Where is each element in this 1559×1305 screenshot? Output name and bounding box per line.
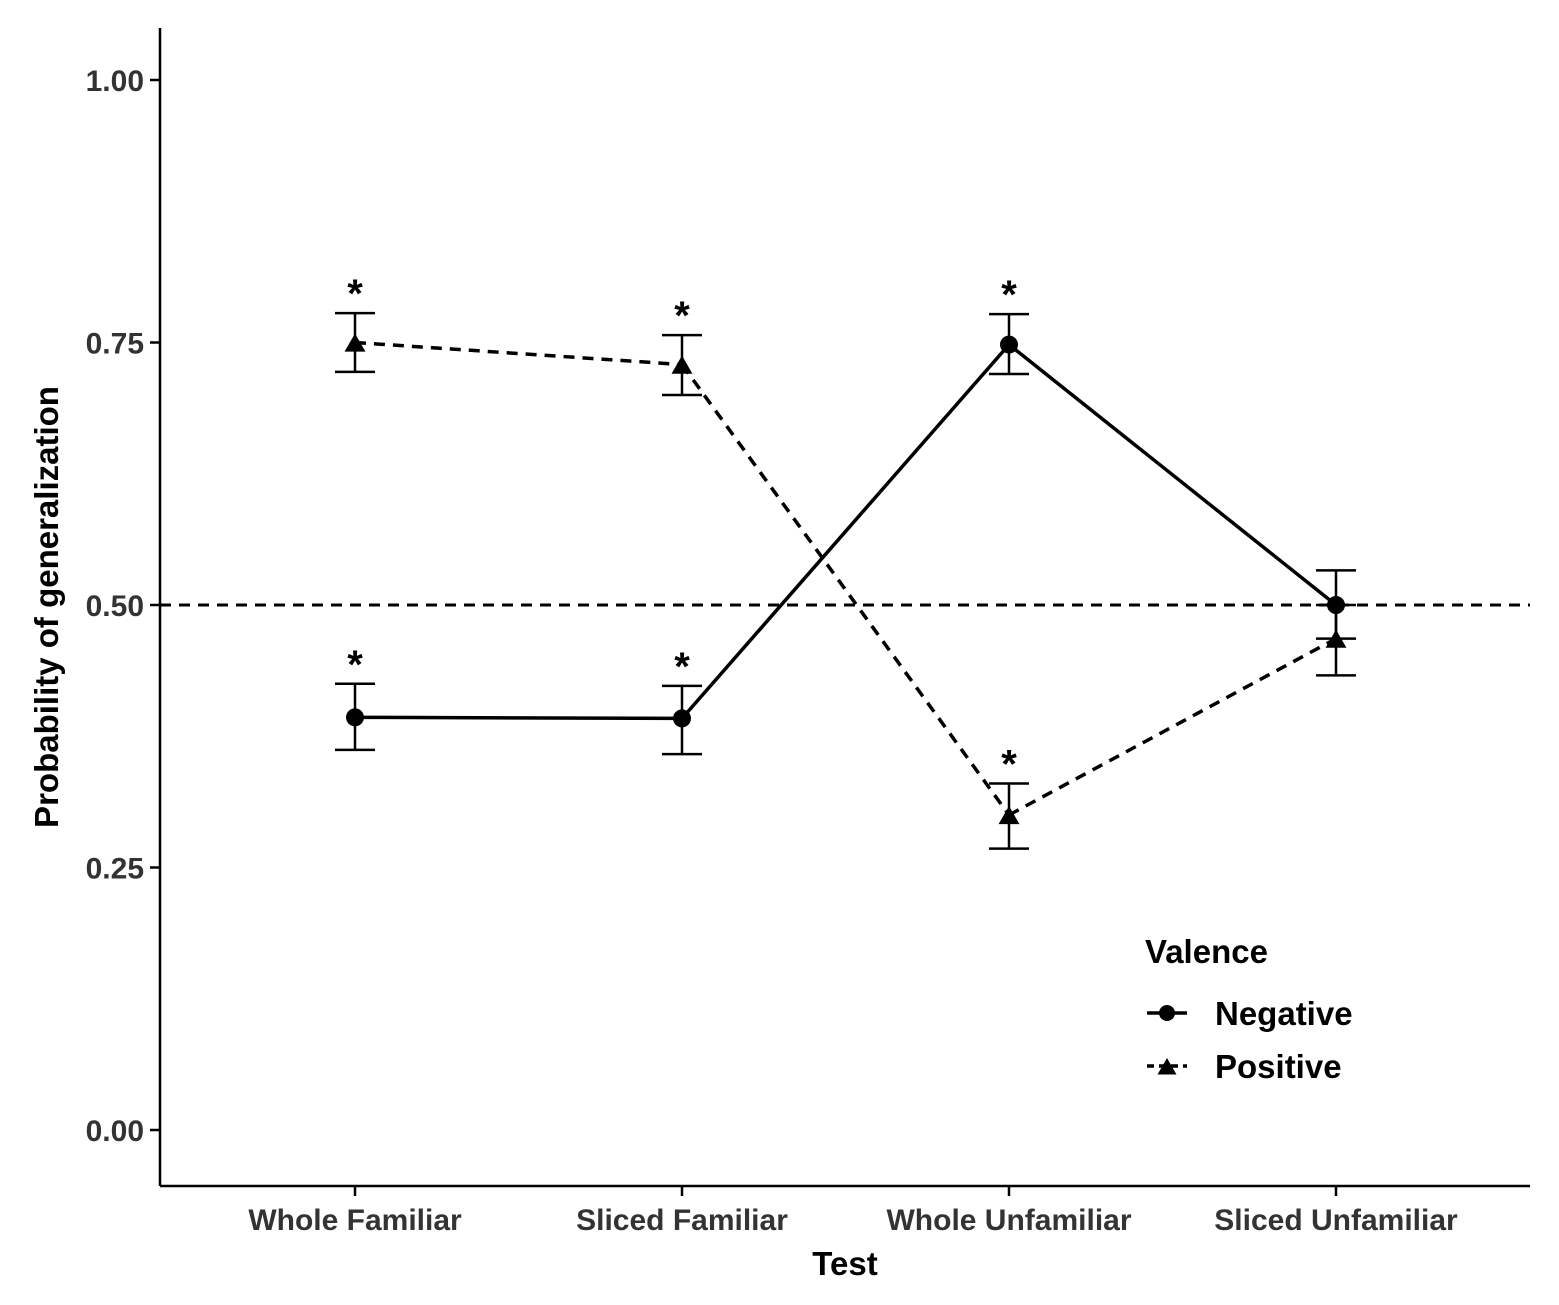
significance-marker-layer: * * * * * *: [347, 272, 1017, 786]
legend-label-positive: Positive: [1215, 1048, 1342, 1085]
y-tick-label: 1.00: [86, 65, 144, 98]
series-line-positive: [1008, 637, 1337, 817]
axes-layer: [158, 28, 1530, 1188]
series-line-negative: [680, 343, 1011, 720]
legend-entries: Negative Positive: [1147, 995, 1353, 1085]
series-line-positive: [354, 340, 683, 367]
significance-marker-positive: *: [347, 272, 363, 316]
point-positive: [671, 355, 693, 374]
series-line-negative: [1007, 343, 1338, 607]
series-line-positive: [680, 363, 1011, 817]
x-tick-layer: Whole Familiar Sliced Familiar Whole Unfam…: [248, 1186, 1458, 1237]
point-negative: [1000, 335, 1018, 354]
point-positive: [344, 333, 366, 352]
x-tick-label: Sliced Familiar: [576, 1204, 788, 1237]
x-tick-label: Whole Familiar: [248, 1204, 462, 1237]
significance-marker-negative: *: [347, 643, 363, 687]
legend-key-marker-negative: [1159, 1005, 1175, 1021]
y-axis-title: Probability of generalization: [28, 386, 65, 828]
x-tick-label: Whole Unfamiliar: [886, 1204, 1131, 1237]
series-line-layer: [354, 340, 1338, 817]
legend-label-negative: Negative: [1215, 995, 1353, 1032]
y-tick-layer: 0.00 0.25 0.50 0.75 1.00: [86, 65, 160, 1148]
legend-title: Valence: [1145, 933, 1268, 970]
significance-marker-positive: *: [1001, 743, 1017, 787]
y-tick-label: 0.25: [86, 853, 144, 886]
significance-marker-negative: *: [1001, 273, 1017, 317]
x-tick-label: Sliced Unfamiliar: [1214, 1204, 1458, 1237]
legend: Valence Negative Positive: [1145, 933, 1353, 1085]
x-axis-title: Test: [812, 1245, 877, 1282]
series-line-negative: [354, 715, 683, 721]
y-tick-label: 0.75: [86, 328, 144, 361]
error-bar-layer: [335, 311, 1356, 850]
point-negative: [1327, 596, 1345, 614]
significance-marker-positive: *: [674, 294, 690, 338]
point-positive: [998, 806, 1020, 825]
legend-key-marker-positive: [1157, 1058, 1177, 1075]
significance-marker-negative: *: [674, 645, 690, 689]
data-point-layer: [344, 333, 1347, 825]
point-positive: [1325, 629, 1347, 648]
y-tick-label: 0.00: [86, 1115, 144, 1148]
point-negative: [346, 708, 364, 727]
point-negative: [673, 709, 691, 728]
y-tick-label: 0.50: [86, 590, 144, 623]
